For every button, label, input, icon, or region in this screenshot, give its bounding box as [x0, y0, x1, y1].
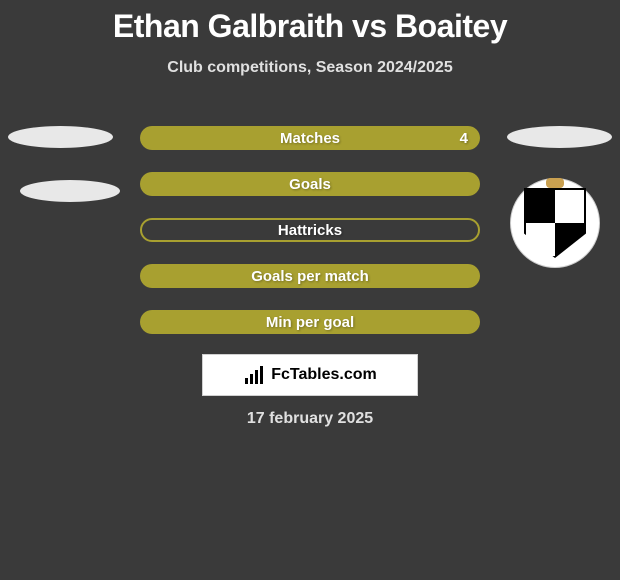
left-placeholder-top	[8, 126, 113, 148]
shield-quad-1	[526, 190, 555, 223]
brand-text: FcTables.com	[271, 366, 377, 384]
badge-knot-icon	[546, 178, 564, 188]
stat-label: Goals per match	[251, 268, 369, 285]
stat-label: Matches	[280, 130, 340, 147]
club-badge	[510, 178, 600, 268]
shield-quad-4	[555, 223, 584, 256]
page-subtitle: Club competitions, Season 2024/2025	[0, 59, 620, 77]
stat-label: Min per goal	[266, 314, 354, 331]
shield-icon	[524, 188, 586, 258]
shield-quad-3	[526, 223, 555, 256]
club-badge-shield	[524, 188, 586, 258]
stat-row-min-per-goal: Min per goal	[140, 310, 480, 334]
brand-box[interactable]: FcTables.com	[202, 354, 418, 396]
left-placeholder-bottom	[20, 180, 120, 202]
stat-row-goals-per-match: Goals per match	[140, 264, 480, 288]
stat-row-hattricks: Hattricks	[140, 218, 480, 242]
stats-rows: Matches 4 Goals Hattricks Goals per matc…	[140, 126, 480, 356]
stat-label: Goals	[289, 176, 331, 193]
bar-chart-icon	[243, 366, 265, 384]
shield-quad-2	[555, 190, 584, 223]
stat-label: Hattricks	[278, 222, 342, 239]
stat-row-matches: Matches 4	[140, 126, 480, 150]
date-label: 17 february 2025	[0, 410, 620, 428]
stat-value: 4	[460, 130, 468, 147]
page-title: Ethan Galbraith vs Boaitey	[0, 0, 620, 45]
stat-row-goals: Goals	[140, 172, 480, 196]
right-placeholder-top	[507, 126, 612, 148]
